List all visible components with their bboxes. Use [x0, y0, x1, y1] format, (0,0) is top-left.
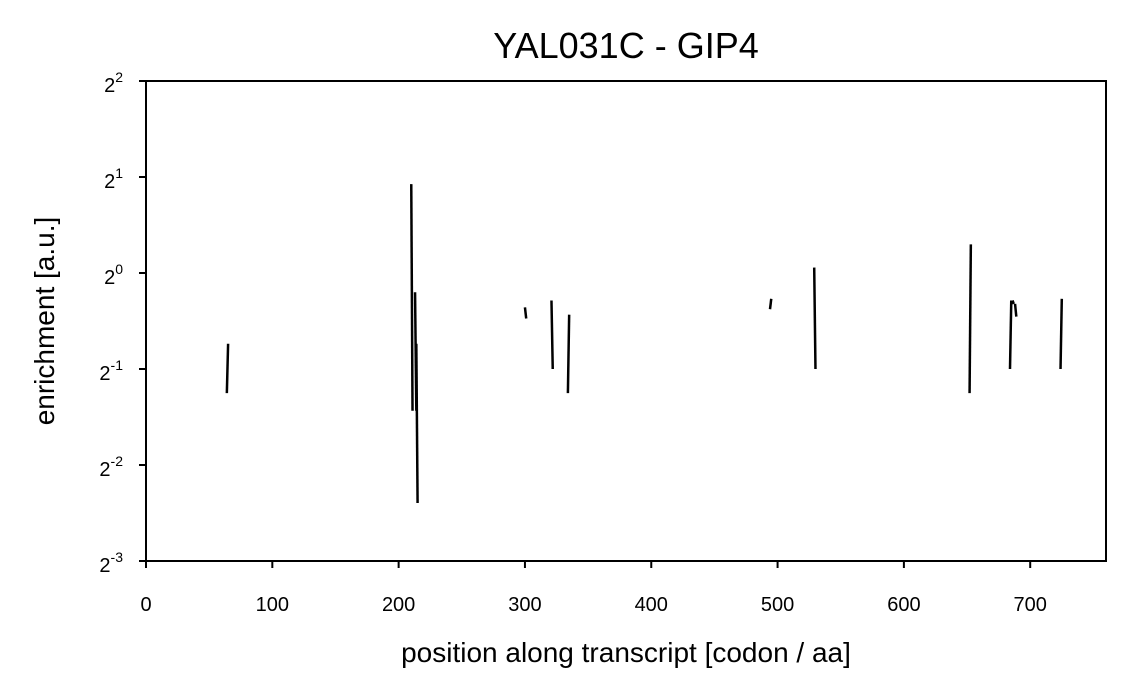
enrichment-segment — [566, 314, 571, 394]
enrichment-segment — [1008, 300, 1013, 370]
y-axis-label: enrichment [a.u.] — [29, 217, 60, 426]
x-tick-label: 200 — [382, 594, 415, 616]
enrichment-segment — [812, 267, 817, 370]
x-tick-label: 0 — [140, 594, 151, 616]
y-tick-label: 22 — [104, 69, 123, 97]
x-axis-label: position along transcript [codon / aa] — [401, 637, 851, 668]
enrichment-segment — [1059, 298, 1064, 370]
y-tick-label: 21 — [104, 165, 123, 193]
chart-title: YAL031C - GIP4 — [493, 25, 758, 66]
enrichment-segment — [968, 244, 973, 394]
y-tick-label: 2-1 — [99, 357, 123, 385]
x-tick-label: 500 — [761, 594, 794, 616]
enrichment-segment — [1013, 303, 1018, 317]
y-tick-label: 20 — [104, 261, 123, 289]
enrichment-segment — [1011, 300, 1015, 305]
enrichment-segment — [225, 343, 230, 394]
x-tick-label: 600 — [887, 594, 920, 616]
x-tick-label: 300 — [508, 594, 541, 616]
x-tick-label: 400 — [635, 594, 668, 616]
enrichment-segment — [523, 307, 528, 319]
plot-frame — [145, 80, 1107, 562]
plot-area — [225, 184, 1064, 504]
enrichment-segment — [550, 300, 554, 370]
x-tick-label: 700 — [1014, 594, 1047, 616]
enrichment-segment — [415, 343, 419, 504]
y-tick-label: 2-2 — [99, 453, 123, 481]
y-tick-label: 2-3 — [99, 549, 123, 577]
x-axis-ticks: 0 100 200 300 400 500 600 700 — [140, 561, 1047, 616]
enrichment-segment — [410, 184, 414, 411]
y-axis-ticks: 22 21 20 2-1 2-2 2-3 — [99, 69, 146, 577]
enrichment-segment — [768, 298, 773, 310]
x-tick-label: 100 — [256, 594, 289, 616]
